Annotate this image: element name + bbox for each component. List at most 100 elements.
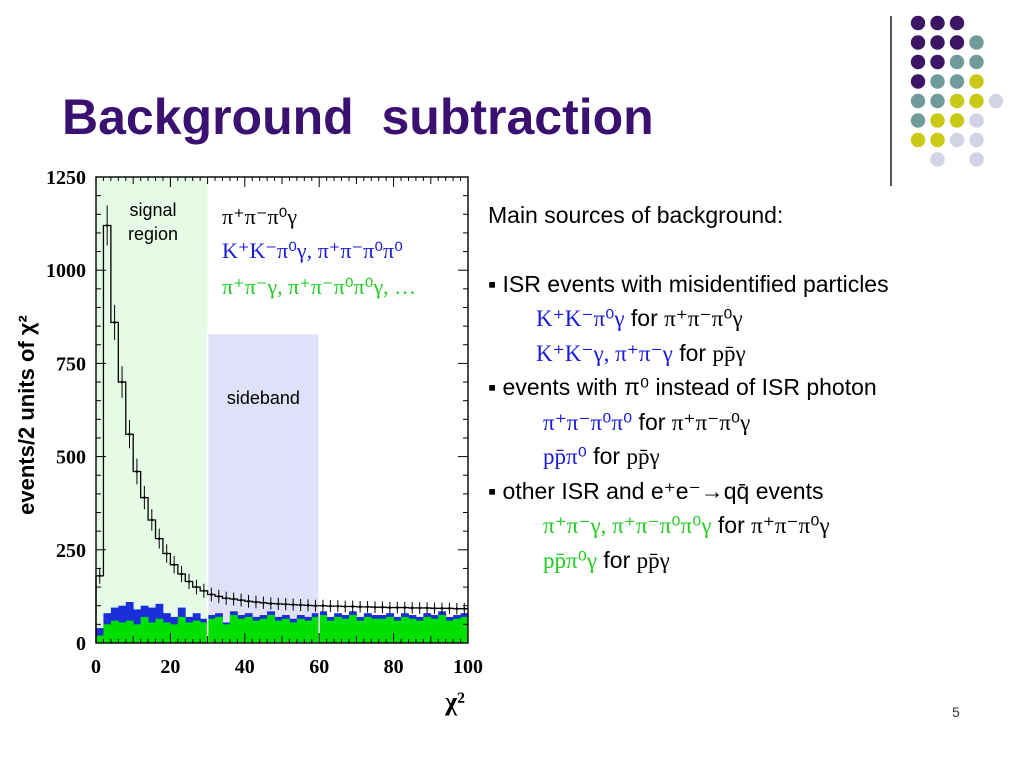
data-point <box>262 601 265 605</box>
legend-line-3: π⁺π⁻γ, π⁺π⁻π⁰π⁰γ, … <box>222 274 416 299</box>
green-background-bar <box>296 618 305 643</box>
green-background-bar <box>244 616 253 643</box>
green-background-bar <box>222 624 231 643</box>
green-background-bar <box>170 624 179 643</box>
data-point <box>403 606 407 609</box>
decor-dot <box>930 15 945 31</box>
green-background-bar <box>282 618 290 643</box>
data-point <box>224 596 228 600</box>
green-background-bar <box>155 618 164 643</box>
page-number: 5 <box>952 704 960 720</box>
green-background-bar <box>334 616 342 643</box>
data-point <box>306 604 310 607</box>
data-point <box>388 606 392 609</box>
decor-dot <box>949 93 965 109</box>
data-point <box>232 597 235 601</box>
green-background-bar <box>125 620 134 643</box>
green-background-bar <box>267 615 275 643</box>
green-background-bar <box>423 616 432 643</box>
y-tick-label: 750 <box>56 353 86 375</box>
green-background-bar <box>401 616 409 643</box>
legend-line-2: K⁺K⁻π⁰γ, π⁺π⁻π⁰π⁰ <box>222 238 403 263</box>
data-point <box>172 563 176 567</box>
decor-dot <box>949 35 965 50</box>
legend-line-1: π⁺π⁻π⁰γ <box>222 204 297 229</box>
decor-dot <box>930 132 945 148</box>
data-point <box>314 604 317 608</box>
dot-grid-decoration <box>910 15 1004 167</box>
green-background-bar <box>438 615 447 643</box>
green-background-bar <box>356 620 365 643</box>
data-point <box>448 607 451 610</box>
green-background-bar <box>460 616 469 643</box>
y-tick-label: 500 <box>56 447 86 469</box>
green-background-bar <box>326 620 335 643</box>
data-point <box>299 603 302 607</box>
divider-line <box>890 16 892 186</box>
data-point <box>329 604 332 608</box>
data-point <box>396 606 399 609</box>
data-point <box>269 602 273 605</box>
green-background-bar <box>363 616 372 643</box>
decor-dot <box>969 132 984 148</box>
data-point <box>105 224 109 227</box>
green-background-bar <box>445 620 454 643</box>
sideband-region <box>207 333 320 643</box>
green-background-bar <box>259 618 268 643</box>
data-point <box>135 470 139 473</box>
data-point <box>291 603 295 606</box>
list-item: K⁺K⁻π⁰γ for π⁺π⁻π⁰γ <box>536 305 743 331</box>
green-background-bar <box>415 620 424 643</box>
signal-region-label: signal <box>129 200 176 220</box>
decor-dot <box>969 152 984 167</box>
decor-dot <box>969 93 984 109</box>
decor-dot <box>930 113 945 128</box>
green-background-bar <box>408 618 417 643</box>
decor-dot <box>910 35 926 50</box>
green-background-bar <box>96 635 104 643</box>
data-point <box>358 605 362 609</box>
list-item: π⁺π⁻π⁰π⁰ for π⁺π⁻π⁰γ <box>543 408 751 435</box>
decor-dot <box>930 152 945 167</box>
y-tick-label: 0 <box>76 633 86 655</box>
data-point <box>410 606 414 610</box>
data-point <box>343 605 347 608</box>
green-background-bar <box>386 616 394 643</box>
data-point <box>336 604 340 608</box>
data-point <box>150 518 154 522</box>
data-point <box>381 605 384 609</box>
decor-dot <box>949 113 965 128</box>
green-background-bar <box>207 618 216 643</box>
green-background-bar <box>453 618 461 643</box>
data-point <box>239 598 243 602</box>
decor-dot <box>949 74 965 89</box>
slide-title: Background subtraction <box>62 89 654 145</box>
list-item: K⁺K⁻γ, π⁺π⁻γ for pp̄γ <box>536 339 746 366</box>
green-background-bar <box>200 622 208 643</box>
list-heading: Main sources of background: <box>488 202 784 228</box>
data-point <box>195 585 198 589</box>
x-axis-label: χ² <box>444 687 465 716</box>
x-tick-label: 100 <box>453 656 483 678</box>
decor-dot <box>949 15 965 31</box>
data-point <box>418 606 421 610</box>
green-background-bar <box>348 615 357 643</box>
green-background-bar <box>162 622 171 643</box>
bullet-isr-misid: ▪ ISR events with misidentified particle… <box>488 270 889 297</box>
data-point <box>128 432 131 436</box>
y-tick-label: 1000 <box>46 260 86 282</box>
data-point <box>433 607 436 610</box>
data-point <box>366 605 369 609</box>
decor-dot <box>988 93 1004 109</box>
data-point <box>210 593 213 596</box>
data-point <box>120 380 124 384</box>
decor-dot <box>930 54 945 70</box>
data-point <box>98 574 102 578</box>
decor-dot <box>910 74 926 89</box>
data-point <box>284 602 288 606</box>
green-background-bar <box>215 616 223 643</box>
bullet-other-isr: ▪ other ISR and e⁺e⁻→qq̄ events <box>488 477 824 504</box>
decor-dot <box>910 15 926 31</box>
histogram-chart: 0 20 40 60 80 100025050075010001250signalregi… <box>14 167 483 716</box>
data-point <box>455 607 459 611</box>
